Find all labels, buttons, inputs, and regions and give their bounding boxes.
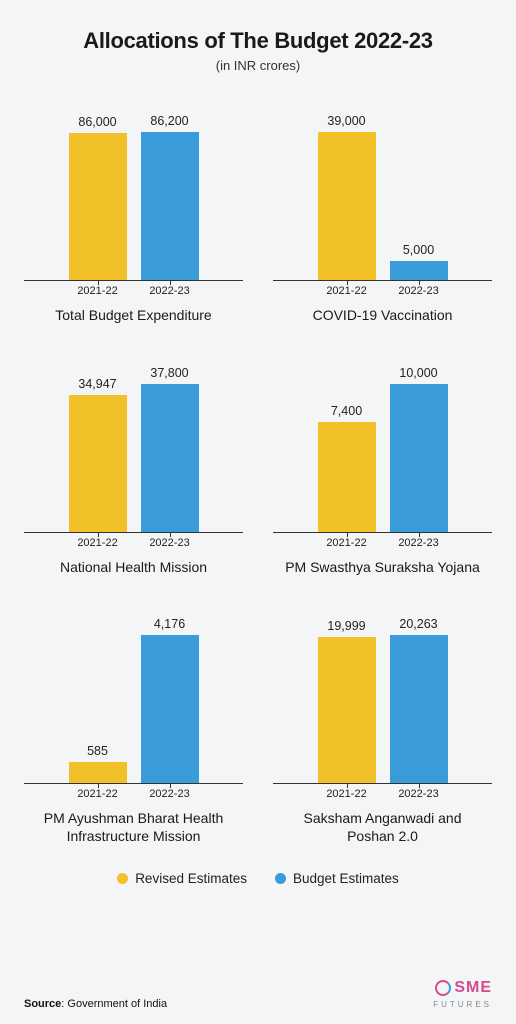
x-axis-labels: 2021-22 2022-23 bbox=[273, 537, 492, 549]
bar-value-label: 86,200 bbox=[150, 114, 188, 128]
x-tick-label: 2022-23 bbox=[141, 788, 199, 800]
bar bbox=[69, 133, 127, 280]
bar bbox=[141, 635, 199, 783]
legend-item: Revised Estimates bbox=[117, 871, 247, 886]
bar-value-label: 37,800 bbox=[150, 366, 188, 380]
logo-ring-icon bbox=[435, 980, 451, 996]
x-tick-label: 2021-22 bbox=[318, 285, 376, 297]
x-tick-label: 2021-22 bbox=[69, 285, 127, 297]
bar-wrap: 37,800 bbox=[141, 353, 199, 532]
x-tick-label: 2021-22 bbox=[69, 537, 127, 549]
brand-logo: SME FUTURES bbox=[433, 980, 492, 1010]
bar-wrap: 10,000 bbox=[390, 353, 448, 532]
bar bbox=[318, 422, 376, 531]
panel-title: COVID-19 Vaccination bbox=[313, 307, 453, 325]
bar-value-label: 20,263 bbox=[399, 617, 437, 631]
bar-value-label: 7,400 bbox=[331, 404, 362, 418]
legend-swatch-icon bbox=[117, 873, 128, 884]
x-tick-label: 2022-23 bbox=[390, 285, 448, 297]
bar bbox=[390, 384, 448, 532]
x-tick-label: 2021-22 bbox=[318, 788, 376, 800]
bar-wrap: 39,000 bbox=[318, 101, 376, 280]
bar bbox=[141, 132, 199, 280]
bar-wrap: 4,176 bbox=[141, 604, 199, 783]
bar-wrap: 86,200 bbox=[141, 101, 199, 280]
bar-wrap: 34,947 bbox=[69, 353, 127, 532]
bar bbox=[69, 395, 127, 531]
bar-value-label: 86,000 bbox=[78, 115, 116, 129]
chart-panel: 19,999 20,263 2021-22 2022-23 Saksham Anganw… bbox=[273, 604, 492, 845]
legend-item: Budget Estimates bbox=[275, 871, 399, 886]
bar-value-label: 5,000 bbox=[403, 243, 434, 257]
bar-wrap: 585 bbox=[69, 604, 127, 783]
x-axis-labels: 2021-22 2022-23 bbox=[273, 285, 492, 297]
bar-wrap: 5,000 bbox=[390, 101, 448, 280]
chart-area: 585 4,176 bbox=[24, 604, 243, 784]
bar bbox=[318, 637, 376, 783]
x-tick-label: 2021-22 bbox=[318, 537, 376, 549]
bar-value-label: 4,176 bbox=[154, 617, 185, 631]
chart-area: 86,000 86,200 bbox=[24, 101, 243, 281]
x-tick-label: 2022-23 bbox=[390, 788, 448, 800]
bar-wrap: 19,999 bbox=[318, 604, 376, 783]
bar bbox=[390, 261, 448, 280]
chart-area: 34,947 37,800 bbox=[24, 353, 243, 533]
x-axis-labels: 2021-22 2022-23 bbox=[24, 285, 243, 297]
bar bbox=[318, 132, 376, 280]
legend-label: Revised Estimates bbox=[135, 871, 247, 886]
x-tick-label: 2021-22 bbox=[69, 788, 127, 800]
x-axis-labels: 2021-22 2022-23 bbox=[24, 537, 243, 549]
x-axis-labels: 2021-22 2022-23 bbox=[24, 788, 243, 800]
panel-title: National Health Mission bbox=[60, 559, 207, 577]
bar-wrap: 86,000 bbox=[69, 101, 127, 280]
panel-title: Total Budget Expenditure bbox=[55, 307, 211, 325]
x-tick-label: 2022-23 bbox=[141, 537, 199, 549]
bar bbox=[141, 384, 199, 532]
panel-title: Saksham Anganwadi and Poshan 2.0 bbox=[283, 810, 483, 845]
charts-grid: 86,000 86,200 2021-22 2022-23 Total Budget E… bbox=[24, 101, 492, 845]
bar-value-label: 585 bbox=[87, 744, 108, 758]
source-text: Source: Government of India bbox=[24, 998, 167, 1010]
chart-area: 19,999 20,263 bbox=[273, 604, 492, 784]
chart-panel: 34,947 37,800 2021-22 2022-23 National Healt… bbox=[24, 353, 243, 577]
chart-panel: 39,000 5,000 2021-22 2022-23 COVID-19 Vaccin… bbox=[273, 101, 492, 325]
chart-panel: 585 4,176 2021-22 2022-23 PM Ayushman Bharat… bbox=[24, 604, 243, 845]
x-axis-labels: 2021-22 2022-23 bbox=[273, 788, 492, 800]
bar bbox=[69, 762, 127, 783]
bar-value-label: 34,947 bbox=[78, 377, 116, 391]
bar-value-label: 19,999 bbox=[327, 619, 365, 633]
bar-value-label: 10,000 bbox=[399, 366, 437, 380]
legend: Revised Estimates Budget Estimates bbox=[24, 871, 492, 886]
page-title: Allocations of The Budget 2022-23 bbox=[24, 28, 492, 54]
panel-title: PM Swasthya Suraksha Yojana bbox=[285, 559, 480, 577]
panel-title: PM Ayushman Bharat Health Infrastructure… bbox=[34, 810, 234, 845]
chart-panel: 7,400 10,000 2021-22 2022-23 PM Swasthya Sur… bbox=[273, 353, 492, 577]
bar bbox=[390, 635, 448, 783]
bar-value-label: 39,000 bbox=[327, 114, 365, 128]
legend-swatch-icon bbox=[275, 873, 286, 884]
bar-wrap: 7,400 bbox=[318, 353, 376, 532]
bar-wrap: 20,263 bbox=[390, 604, 448, 783]
x-tick-label: 2022-23 bbox=[141, 285, 199, 297]
legend-label: Budget Estimates bbox=[293, 871, 399, 886]
footer: Source: Government of India SME FUTURES bbox=[24, 980, 492, 1010]
chart-area: 39,000 5,000 bbox=[273, 101, 492, 281]
chart-area: 7,400 10,000 bbox=[273, 353, 492, 533]
page-subtitle: (in INR crores) bbox=[24, 58, 492, 73]
chart-panel: 86,000 86,200 2021-22 2022-23 Total Budget E… bbox=[24, 101, 243, 325]
x-tick-label: 2022-23 bbox=[390, 537, 448, 549]
